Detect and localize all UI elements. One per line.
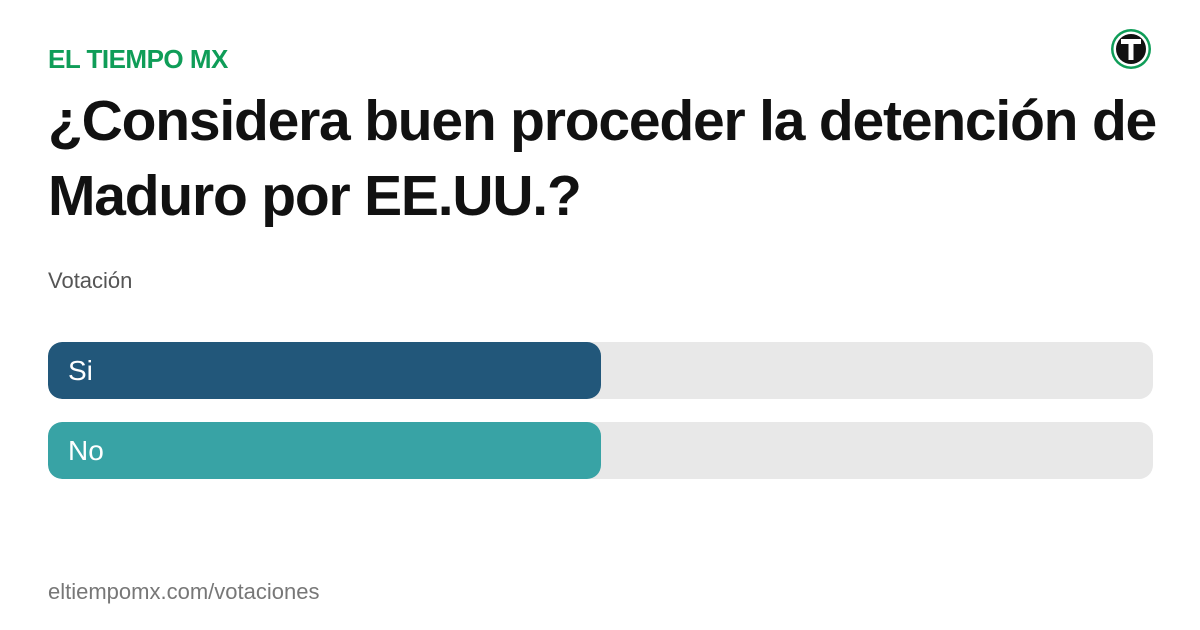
brand-name: EL TIEMPO MX	[48, 44, 228, 74]
el-tiempo-t-logo-icon	[1111, 29, 1151, 69]
poll-option-no-fill	[48, 422, 601, 479]
footer-url[interactable]: eltiempomx.com/votaciones	[48, 579, 320, 604]
poll-option-si[interactable]: Si	[48, 342, 1153, 399]
poll-option-no[interactable]: No	[48, 422, 1153, 479]
poll-question: ¿Considera buen proceder la detención de…	[48, 89, 1157, 228]
poll-option-no-label: No	[68, 435, 104, 466]
poll-option-si-fill	[48, 342, 601, 399]
poll-option-si-label: Si	[68, 355, 93, 386]
poll-subtitle: Votación	[48, 268, 133, 293]
